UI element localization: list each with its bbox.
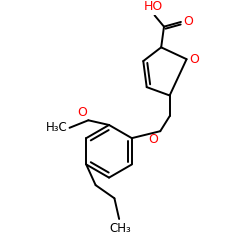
Text: O: O	[148, 133, 158, 146]
Text: CH₃: CH₃	[109, 222, 131, 235]
Text: O: O	[190, 53, 199, 66]
Text: O: O	[183, 14, 193, 28]
Text: HO: HO	[144, 0, 163, 12]
Text: O: O	[78, 106, 88, 119]
Text: H₃C: H₃C	[46, 121, 68, 134]
